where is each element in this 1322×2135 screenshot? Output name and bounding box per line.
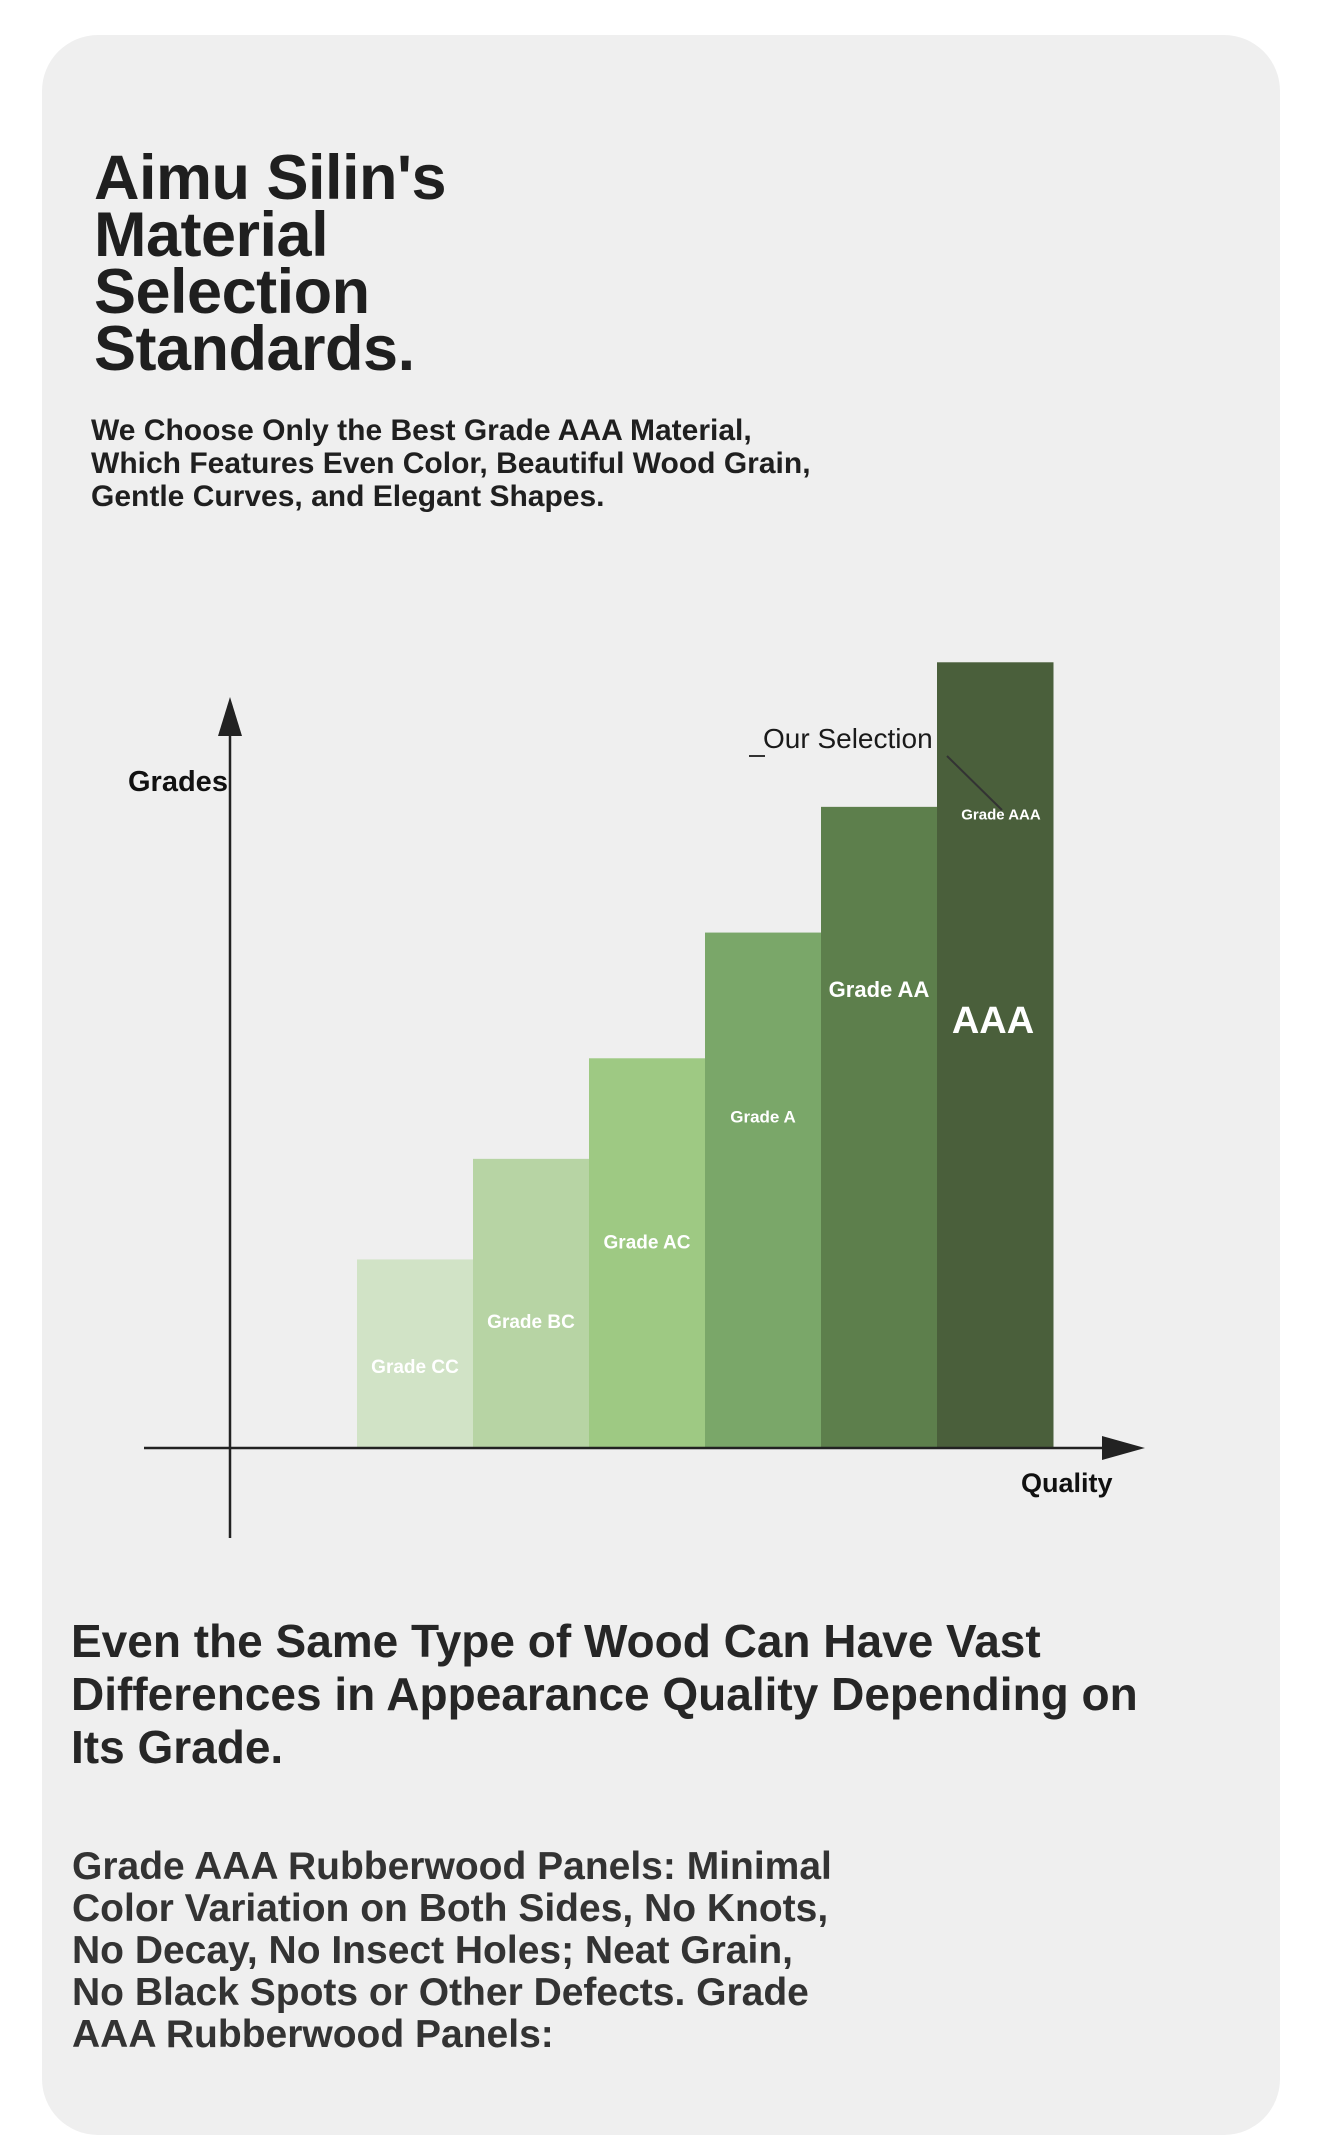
bar-grade-a	[705, 932, 822, 1448]
bar-label-grade-bc: Grade BC	[487, 1312, 575, 1333]
bar-label-grade-a: Grade A	[730, 1108, 796, 1127]
annotation-label: Our Selection	[763, 723, 933, 754]
bar-grade-aaa	[937, 662, 1054, 1448]
title-line-2: Material	[94, 200, 329, 270]
subtitle-line-1: We Choose Only the Best Grade AAA Materi…	[91, 414, 752, 447]
page-subtitle: We Choose Only the Best Grade AAA Materi…	[91, 414, 811, 513]
bar-label-grade-aaa: Grade AAA	[961, 806, 1041, 823]
subtitle-line-2: Which Features Even Color, Beautiful Woo…	[91, 447, 811, 480]
y-axis-arrowhead	[218, 697, 242, 736]
x-axis-arrowhead	[1102, 1436, 1145, 1460]
paragraph-line-4: No Black Spots or Other Defects. Grade	[72, 1971, 809, 2014]
bar-grade-aa	[821, 806, 938, 1448]
bar-grade-cc	[357, 1259, 474, 1448]
paragraph-line-5: AAA Rubberwood Panels:	[72, 2013, 554, 2056]
title-line-4: Standards.	[94, 314, 415, 384]
heading-line-3: Its Grade.	[71, 1721, 284, 1773]
bar-label-grade-ac: Grade AC	[604, 1232, 691, 1253]
subtitle-line-3: Gentle Curves, and Elegant Shapes.	[91, 480, 605, 513]
paragraph-line-3: No Decay, No Insect Holes; Neat Grain,	[72, 1929, 793, 1972]
paragraph-line-2: Color Variation on Both Sides, No Knots,	[72, 1887, 829, 1930]
title-line-1: Aimu Silin's	[94, 143, 447, 213]
page-title: Aimu Silin's Material Selection Standard…	[94, 143, 447, 384]
grade-bar-chart: Grade CC Grade BC Grade AC Grade A Grade AA G…	[128, 662, 1145, 1538]
bar-grade-bc	[473, 1158, 590, 1448]
highlight-big-label: AAA	[952, 1000, 1034, 1042]
title-line-3: Selection	[94, 257, 370, 327]
bar-label-grade-aa: Grade AA	[829, 977, 930, 1002]
bar-grade-ac	[589, 1058, 706, 1448]
annotation-pointer	[946, 755, 1003, 811]
y-axis-label: Grades	[128, 766, 228, 798]
heading-line-1: Even the Same Type of Wood Can Have Vast	[71, 1615, 1041, 1667]
heading-line-2: Differences in Appearance Quality Depend…	[71, 1668, 1138, 1720]
comparison-heading: Even the Same Type of Wood Can Have Vast…	[71, 1615, 1211, 1774]
grade-description: Grade AAA Rubberwood Panels: Minimal Col…	[72, 1846, 1222, 2056]
x-axis-label: Quality	[1021, 1468, 1113, 1498]
bar-label-grade-cc: Grade CC	[371, 1357, 459, 1378]
paragraph-line-1: Grade AAA Rubberwood Panels: Minimal	[72, 1845, 832, 1888]
